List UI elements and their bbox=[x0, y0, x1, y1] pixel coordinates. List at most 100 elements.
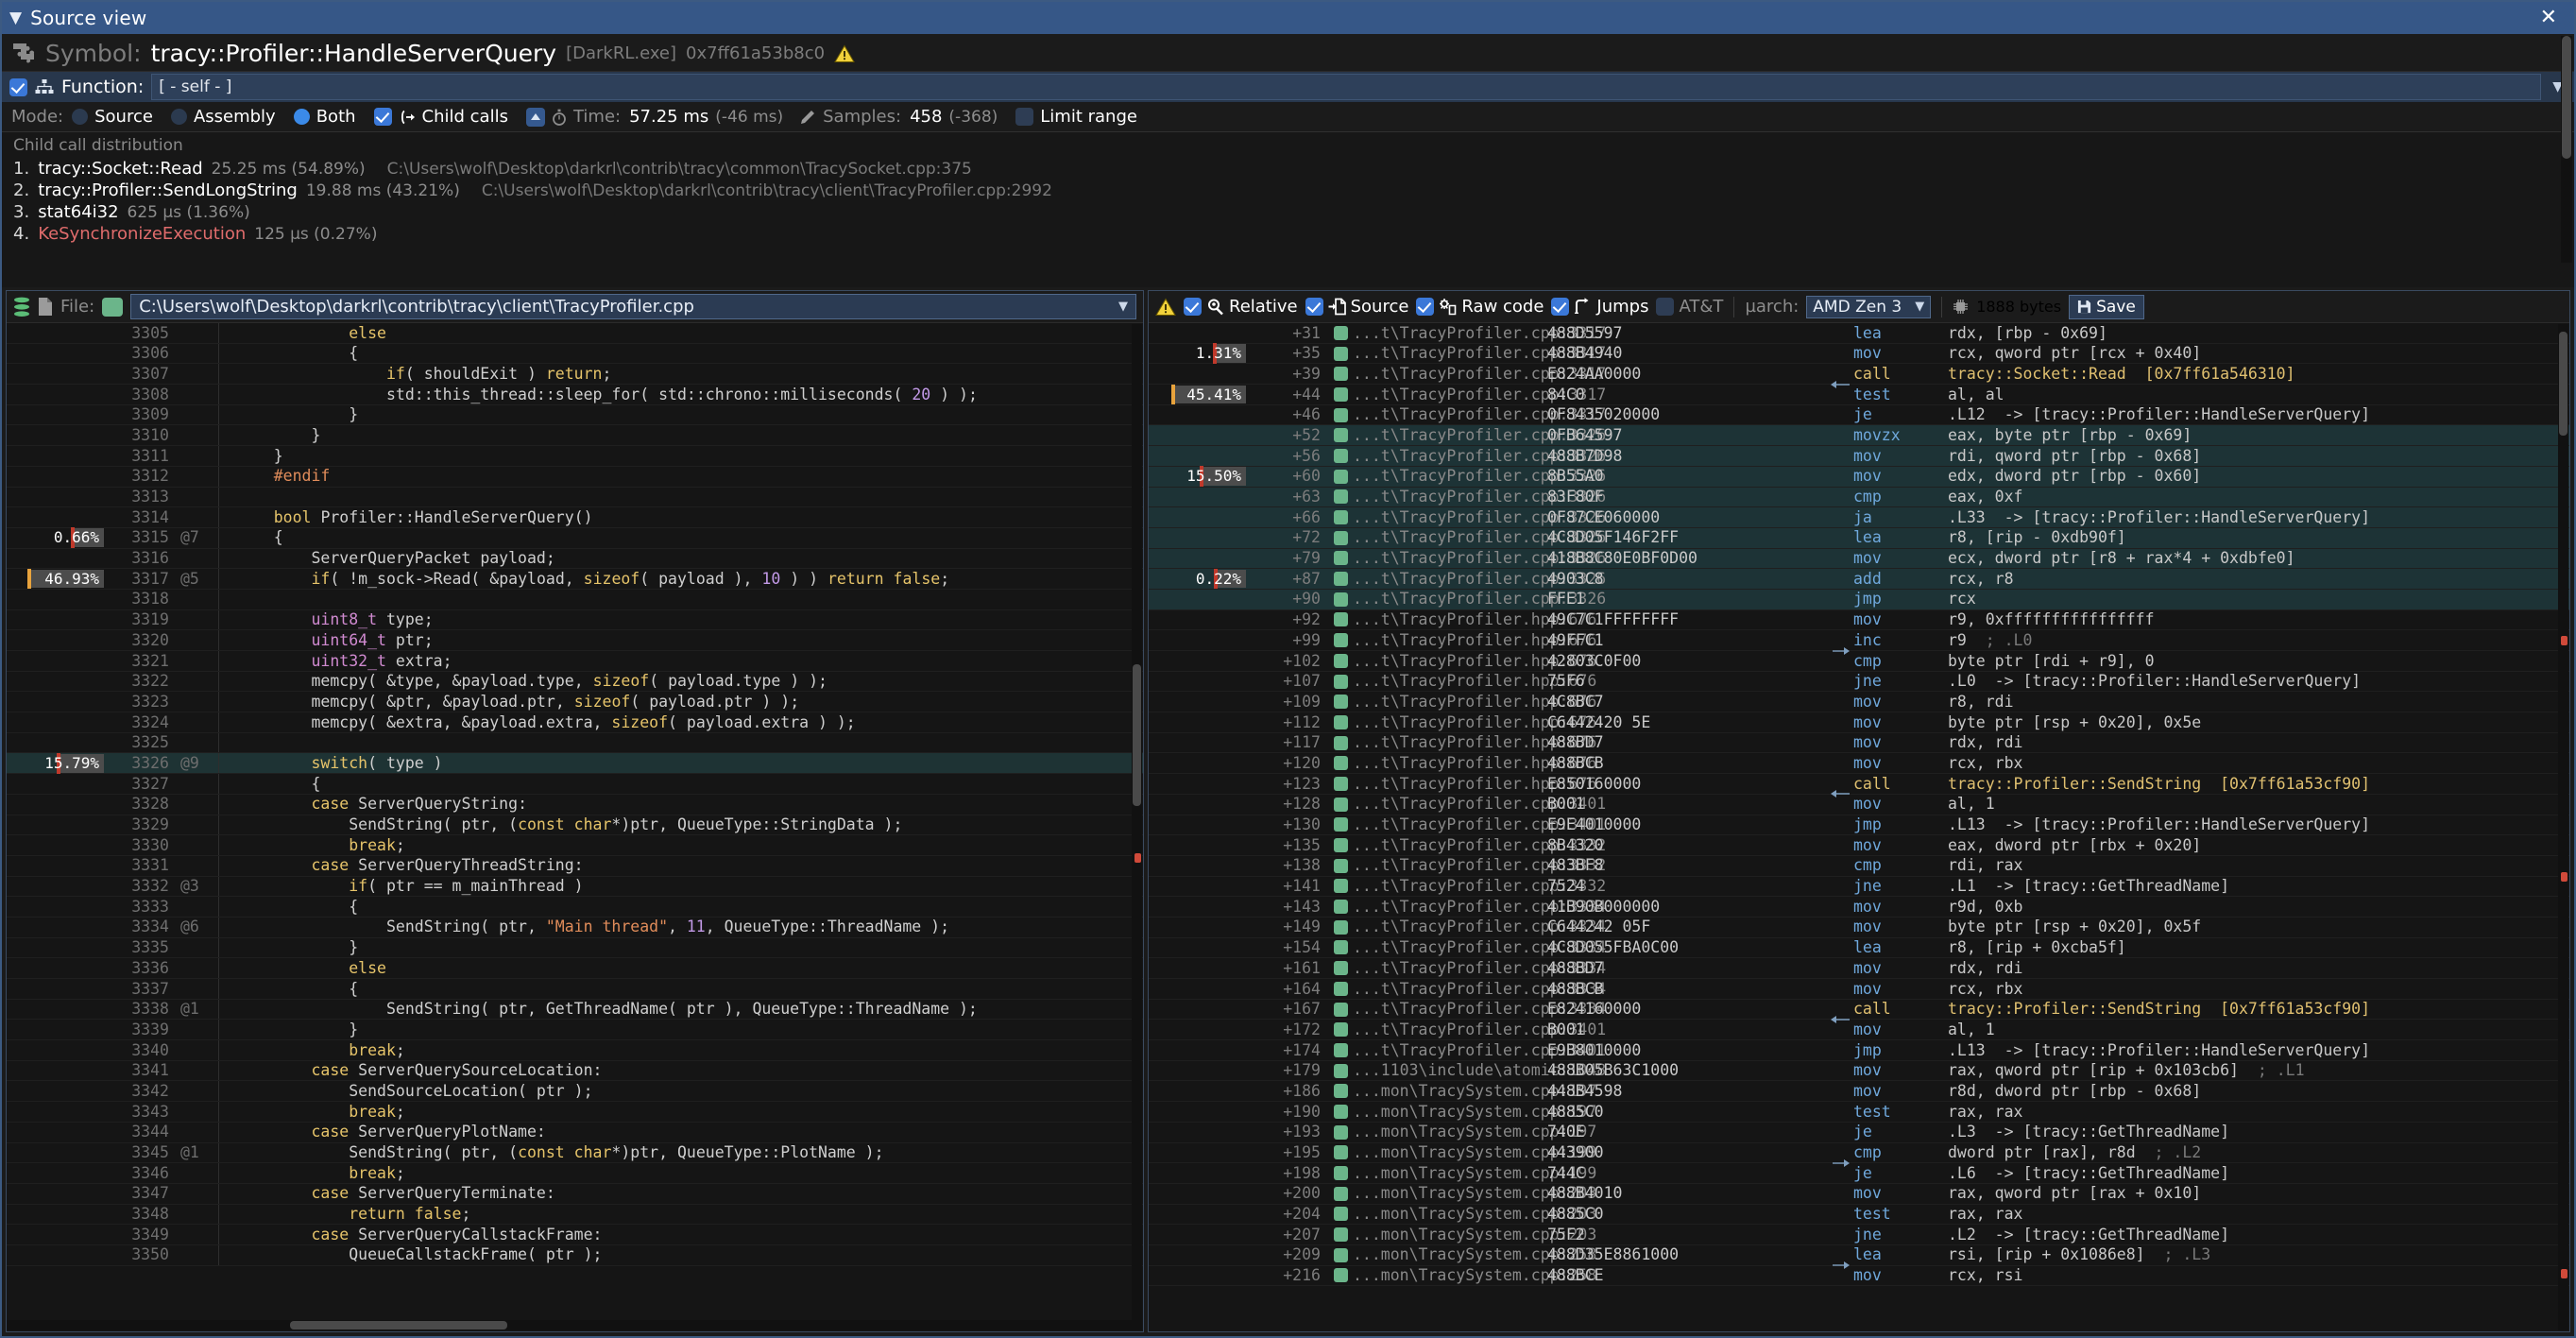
source-line[interactable]: 3350 QueueCallstackFrame( ptr ); bbox=[7, 1244, 1143, 1266]
mode-label-assembly[interactable]: Assembly bbox=[193, 107, 276, 127]
assembly-source-location[interactable]: ...t\TracyProfiler.cpp:3401 bbox=[1321, 794, 1606, 815]
source-line[interactable]: 3334 @6 SendString( ptr, "Main thread", 1… bbox=[7, 917, 1143, 938]
function-value[interactable]: [ - self - ] bbox=[151, 74, 2542, 100]
file-icon[interactable] bbox=[38, 297, 53, 317]
jumps-checkbox[interactable] bbox=[1551, 298, 1570, 316]
mode-radio-both[interactable] bbox=[293, 109, 310, 125]
assembly-source-location[interactable]: ...t\TracyProfiler.cpp:3326 bbox=[1321, 507, 1606, 528]
source-line[interactable]: 3319 uint8_t type; bbox=[7, 609, 1143, 631]
assembly-source-location[interactable]: ...t\TracyProfiler.cpp:3401 bbox=[1321, 1040, 1606, 1061]
assembly-source-location[interactable]: ...mon\TracySystem.cpp:203 bbox=[1321, 1225, 1596, 1245]
child-call-row[interactable]: 4. KeSynchronizeExecution 125 µs (0.27%) bbox=[2, 223, 2574, 245]
warning-icon[interactable] bbox=[1155, 298, 1176, 317]
source-line[interactable]: 3311 } bbox=[7, 446, 1143, 467]
assembly-line[interactable]: +123 ...t\TracyProfiler.hpp:676 E850160000… bbox=[1149, 774, 2569, 798]
source-line[interactable]: 3333 { bbox=[7, 897, 1143, 918]
source-line[interactable]: 3307 if( shouldExit ) return; bbox=[7, 364, 1143, 386]
assembly-line[interactable]: 1.31% +35 ...t\TracyProfiler.cpp:3317 488B4… bbox=[1149, 343, 2569, 365]
assembly-line[interactable]: +179 ...1103\include\atomic:1048 488B05B63… bbox=[1149, 1061, 2569, 1082]
triangle-up-icon[interactable] bbox=[525, 107, 545, 127]
assembly-line[interactable]: 45.41% +44 ...t\TracyProfiler.cpp:3317 84C0… bbox=[1149, 384, 2569, 405]
assembly-line[interactable]: +128 ...t\TracyProfiler.cpp:3401 B001 mov al… bbox=[1149, 795, 2569, 815]
assembly-line[interactable]: +31 ...t\TracyProfiler.cpp:3317 488D5597 le… bbox=[1149, 323, 2569, 344]
assembly-line[interactable]: +135 ...t\TracyProfiler.cpp:3332 8B4320 mov… bbox=[1149, 835, 2569, 856]
assembly-source-location[interactable]: ...t\TracyProfiler.cpp:3317 bbox=[1321, 323, 1606, 343]
assembly-source-location[interactable]: ...mon\TracySystem.cpp:258 bbox=[1321, 1244, 1596, 1265]
assembly-source-location[interactable]: ...t\TracyProfiler.cpp:3332 bbox=[1321, 876, 1606, 897]
source-line[interactable]: 46.93% 3317 @5 if( !m_sock->Read( &payload… bbox=[7, 568, 1143, 590]
assembly-line[interactable]: +190 ...mon\TracySystem.cpp:197 4885C0 test… bbox=[1149, 1102, 2569, 1123]
source-line[interactable]: 3342 SendSourceLocation( ptr ); bbox=[7, 1081, 1143, 1103]
source-toggle[interactable]: Source bbox=[1305, 297, 1408, 317]
assembly-source-location[interactable]: ...1103\include\atomic:1048 bbox=[1321, 1060, 1606, 1081]
close-icon[interactable]: ✕ bbox=[2539, 6, 2557, 29]
source-vertical-scrollbar[interactable] bbox=[1132, 324, 1142, 1330]
source-line[interactable]: 3324 memcpy( &extra, &payload.extra, siz… bbox=[7, 712, 1143, 733]
limit-range-label[interactable]: Limit range bbox=[1040, 107, 1137, 127]
save-button[interactable]: Save bbox=[2069, 294, 2144, 319]
source-line[interactable]: 3312 #endif bbox=[7, 466, 1143, 488]
assembly-line[interactable]: +198 ...mon\TracySystem.cpp:199 744C je .L6 … bbox=[1149, 1163, 2569, 1184]
att-toggle[interactable]: AT&T bbox=[1656, 297, 1723, 317]
source-line[interactable]: 3337 { bbox=[7, 979, 1143, 1000]
raw-code-toggle[interactable]: Raw code bbox=[1416, 297, 1544, 317]
assembly-line[interactable]: +46 ...t\TracyProfiler.cpp:3317 0F84350200… bbox=[1149, 405, 2569, 426]
source-line[interactable]: 3306 { bbox=[7, 343, 1143, 365]
uarch-combo[interactable]: AMD Zen 3 ▼ bbox=[1806, 295, 1932, 318]
assembly-line[interactable]: +143 ...t\TracyProfiler.cpp:3334 41B90B000… bbox=[1149, 897, 2569, 918]
assembly-source-location[interactable]: ...t\TracyProfiler.hpp:676 bbox=[1321, 732, 1596, 753]
source-line[interactable]: 3346 break; bbox=[7, 1163, 1143, 1184]
source-line[interactable]: 3349 case ServerQueryCallstackFrame: bbox=[7, 1225, 1143, 1245]
assembly-source-location[interactable]: ...t\TracyProfiler.cpp:3332 bbox=[1321, 855, 1606, 876]
source-line[interactable]: 0.66% 3315 @7 { bbox=[7, 527, 1143, 549]
source-line[interactable]: 3345 @1 SendString( ptr, (const char*)ptr… bbox=[7, 1142, 1143, 1164]
assembly-source-location[interactable]: ...mon\TracySystem.cpp:197 bbox=[1321, 1122, 1596, 1142]
source-line[interactable]: 3323 memcpy( &ptr, &payload.ptr, sizeof(… bbox=[7, 692, 1143, 713]
assembly-source-location[interactable]: ...t\TracyProfiler.cpp:3326 bbox=[1321, 589, 1606, 609]
source-line[interactable]: 3340 break; bbox=[7, 1040, 1143, 1061]
assembly-source-location[interactable]: ...mon\TracySystem.cpp:199 bbox=[1321, 1163, 1596, 1184]
assembly-source-location[interactable]: ...mon\TracySystem.cpp:197 bbox=[1321, 1081, 1596, 1102]
file-path-combo[interactable]: C:\Users\wolf\Desktop\darkrl\contrib\tra… bbox=[130, 294, 1136, 319]
assembly-line[interactable]: +207 ...mon\TracySystem.cpp:203 75F2 jne .L2… bbox=[1149, 1225, 2569, 1245]
source-line[interactable]: 3331 case ServerQueryThreadString: bbox=[7, 855, 1143, 877]
source-line[interactable]: 3305 else bbox=[7, 323, 1143, 344]
source-code-area[interactable]: 3305 else 3306 {3307 if( shouldExit ) ret… bbox=[7, 323, 1143, 1331]
function-checkbox[interactable] bbox=[9, 77, 27, 96]
source-horizontal-scrollbar[interactable] bbox=[7, 1320, 1132, 1330]
assembly-source-location[interactable]: ...t\TracyProfiler.cpp:3332 bbox=[1321, 835, 1606, 856]
assembly-source-location[interactable]: ...t\TracyProfiler.cpp:3317 bbox=[1321, 364, 1606, 385]
source-line[interactable]: 3320 uint64_t ptr; bbox=[7, 630, 1143, 651]
assembly-line[interactable]: +141 ...t\TracyProfiler.cpp:3332 7524 jne .L… bbox=[1149, 877, 2569, 898]
raw-code-checkbox[interactable] bbox=[1416, 298, 1435, 316]
source-line[interactable]: 3313 bbox=[7, 487, 1143, 508]
assembly-source-location[interactable]: ...mon\TracySystem.cpp:199 bbox=[1321, 1142, 1596, 1163]
assembly-source-location[interactable]: ...t\TracyProfiler.hpp:676 bbox=[1321, 630, 1596, 651]
assembly-line[interactable]: +200 ...mon\TracySystem.cpp:203 488B4010 mo… bbox=[1149, 1184, 2569, 1205]
source-line[interactable]: 3322 memcpy( &type, &payload.type, sizeo… bbox=[7, 671, 1143, 693]
source-line[interactable]: 3321 uint32_t extra; bbox=[7, 651, 1143, 672]
assembly-line[interactable]: +56 ...t\TracyProfiler.cpp:3326 488B7D98 mo… bbox=[1149, 446, 2569, 467]
assembly-line[interactable]: +117 ...t\TracyProfiler.hpp:676 488BD7 mov r… bbox=[1149, 733, 2569, 754]
assembly-line[interactable]: +90 ...t\TracyProfiler.cpp:3326 FFE1 jmp rcx bbox=[1149, 589, 2569, 610]
warning-icon[interactable] bbox=[834, 44, 855, 63]
assembly-source-location[interactable]: ...t\TracyProfiler.hpp:676 bbox=[1321, 671, 1596, 692]
limit-range-checkbox[interactable] bbox=[1015, 108, 1034, 126]
source-line[interactable]: 3325 bbox=[7, 732, 1143, 754]
assembly-line[interactable]: +102 ...t\TracyProfiler.hpp:676 42803C0F00… bbox=[1149, 651, 2569, 672]
source-line[interactable]: 3332 @3 if( ptr == m_mainThread ) bbox=[7, 876, 1143, 898]
child-call-row[interactable]: 3. stat64i32 625 µs (1.36%) bbox=[2, 201, 2574, 223]
assembly-source-location[interactable]: ...t\TracyProfiler.hpp:676 bbox=[1321, 651, 1596, 672]
assembly-line[interactable]: 0.22% +87 ...t\TracyProfiler.cpp:3326 4903C… bbox=[1149, 568, 2569, 590]
assembly-source-location[interactable]: ...t\TracyProfiler.hpp:676 bbox=[1321, 753, 1596, 774]
assembly-source-location[interactable]: ...t\TracyProfiler.cpp:3326 bbox=[1321, 487, 1606, 507]
assembly-line[interactable]: +66 ...t\TracyProfiler.cpp:3326 0F87CE0600… bbox=[1149, 507, 2569, 528]
assembly-source-location[interactable]: ...mon\TracySystem.cpp:258 bbox=[1321, 1265, 1596, 1286]
child-calls-label[interactable]: Child calls bbox=[421, 107, 508, 127]
assembly-line[interactable]: +52 ...t\TracyProfiler.cpp:3326 0FB64597 mo… bbox=[1149, 425, 2569, 447]
source-line[interactable]: 3336 else bbox=[7, 958, 1143, 979]
assembly-source-location[interactable]: ...mon\TracySystem.cpp:203 bbox=[1321, 1183, 1596, 1204]
chevron-down-icon[interactable]: ▼ bbox=[1118, 300, 1128, 314]
assembly-source-location[interactable]: ...t\TracyProfiler.cpp:3317 bbox=[1321, 343, 1606, 364]
assembly-line[interactable]: +149 ...t\TracyProfiler.cpp:3334 C644242 0… bbox=[1149, 918, 2569, 938]
